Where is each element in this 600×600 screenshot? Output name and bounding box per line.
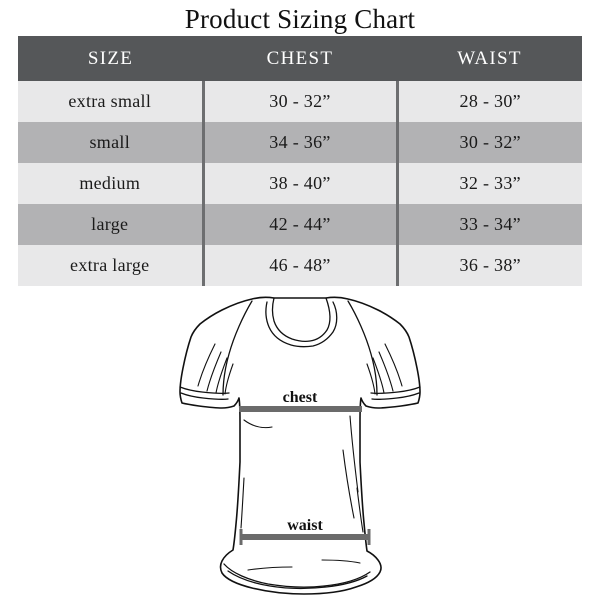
cell-size: extra small — [18, 81, 203, 122]
cell-chest: 42 - 44” — [201, 204, 397, 245]
chest-fold-line — [243, 419, 273, 429]
collar-inner-line — [265, 301, 338, 348]
table-header: SIZE CHEST WAIST — [18, 36, 582, 81]
left-sleeve-crease-3 — [215, 357, 228, 394]
left-sleeve-cuff — [180, 392, 229, 401]
chest-measure-label: chest — [283, 389, 318, 406]
cell-size: small — [18, 122, 203, 163]
table-row: extra small 30 - 32” 28 - 30” — [18, 81, 582, 122]
right-body-crease-3 — [356, 487, 364, 533]
right-sleeve-cuff — [371, 392, 420, 401]
bottom-hem-outer — [223, 563, 371, 588]
page-title: Product Sizing Chart — [184, 4, 416, 34]
table-row: extra large 46 - 48” 36 - 38” — [18, 245, 582, 286]
left-sleeve-crease-2 — [206, 351, 222, 392]
cell-waist: 30 - 32” — [395, 122, 582, 163]
waist-measure-label: waist — [287, 517, 323, 534]
tshirt-icon: chest waist — [179, 296, 421, 595]
cell-size: large — [18, 204, 203, 245]
cell-waist: 36 - 38” — [395, 245, 582, 286]
tshirt-diagram: chest waist — [0, 292, 600, 600]
right-sleeve-crease-3 — [372, 357, 385, 394]
left-sleeve-crease-1 — [197, 343, 216, 387]
table-row: small 34 - 36” 30 - 32” — [18, 122, 582, 163]
hem-detail-right — [321, 559, 361, 564]
tshirt-body-outline — [179, 296, 421, 595]
right-sleeve-crease-2 — [378, 351, 394, 392]
table-row: large 42 - 44” 33 - 34” — [18, 204, 582, 245]
cell-waist: 32 - 33” — [395, 163, 582, 204]
table-row: medium 38 - 40” 32 - 33” — [18, 163, 582, 204]
left-body-crease-1 — [240, 477, 245, 529]
cell-chest: 34 - 36” — [201, 122, 397, 163]
hem-detail-left — [247, 566, 293, 571]
column-header-waist: WAIST — [397, 36, 582, 81]
table-body: extra small 30 - 32” 28 - 30” small 34 -… — [18, 81, 582, 286]
right-body-crease-1 — [349, 415, 359, 493]
column-header-size: SIZE — [18, 36, 203, 81]
table-header-row: SIZE CHEST WAIST — [18, 36, 582, 81]
cell-size: extra large — [18, 245, 203, 286]
cell-chest: 38 - 40” — [201, 163, 397, 204]
right-body-crease-2 — [342, 449, 355, 519]
cell-waist: 28 - 30” — [395, 81, 582, 122]
left-sleeve-cuff-inner — [179, 386, 230, 395]
cell-size: medium — [18, 163, 203, 204]
cell-chest: 46 - 48” — [201, 245, 397, 286]
sizing-table: SIZE CHEST WAIST extra small 30 - 32” 28… — [18, 36, 582, 286]
left-sleeve-crease-4 — [224, 363, 234, 395]
cell-waist: 33 - 34” — [395, 204, 582, 245]
right-sleeve-crease-1 — [384, 343, 403, 387]
right-shoulder-seam — [347, 300, 378, 396]
bottom-hem-inner — [227, 570, 368, 590]
right-sleeve-cuff-inner — [370, 386, 421, 395]
cell-chest: 30 - 32” — [201, 81, 397, 122]
left-shoulder-seam — [222, 300, 253, 396]
right-sleeve-crease-4 — [366, 363, 376, 395]
collar-outer-line — [271, 297, 331, 343]
column-header-chest: CHEST — [203, 36, 397, 81]
